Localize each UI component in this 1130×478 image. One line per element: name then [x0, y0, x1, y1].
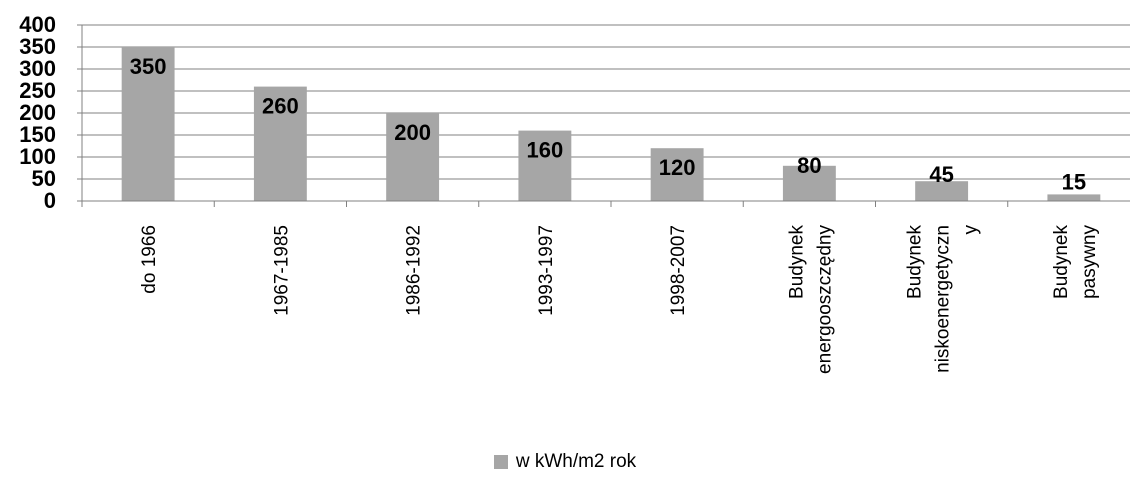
x-tick-label: 1967-1985	[271, 225, 292, 316]
x-tick-label-line: Budynek	[905, 225, 926, 299]
y-tick-label: 400	[19, 12, 56, 37]
x-tick-label: 1986-1992	[404, 225, 425, 316]
legend-label: w kWh/m2 rok	[515, 451, 637, 472]
y-tick-label: 150	[19, 122, 56, 147]
bar	[253, 86, 307, 201]
x-tick-label: Budynek pasywny	[1051, 225, 1100, 299]
x-tick-label-line: 1986-1992	[404, 225, 425, 316]
data-labels: 350 260 200 160 120 80 45 15	[130, 54, 1086, 194]
x-tick-label: Budynek energooszczędny	[786, 225, 835, 374]
y-tick-label: 200	[19, 100, 56, 125]
y-tick-label: 250	[19, 78, 56, 103]
x-tick-label-line: 1998-2007	[668, 225, 689, 316]
x-tick-label: 1993-1997	[536, 225, 557, 316]
x-tick-label-line: y	[961, 225, 982, 235]
data-label: 200	[394, 120, 431, 145]
bar	[915, 181, 969, 201]
y-tick-label: 350	[19, 34, 56, 59]
bar	[1047, 194, 1101, 201]
x-tick-label: 1998-2007	[668, 225, 689, 316]
bar	[518, 130, 572, 201]
x-tick-label-line: energooszczędny	[814, 225, 835, 374]
bar	[121, 47, 175, 201]
bar	[650, 148, 704, 201]
x-tick-label-line: pasywny	[1079, 225, 1100, 299]
bar	[782, 165, 836, 201]
x-tick-label: do 1966	[139, 225, 160, 294]
bars	[121, 47, 1101, 201]
legend: w kWh/m2 rok	[0, 451, 1130, 473]
x-tick-label-line: 1967-1985	[271, 225, 292, 316]
legend-swatch	[493, 455, 508, 469]
data-label: 45	[929, 162, 953, 187]
data-label: 260	[262, 94, 299, 119]
y-tick-label: 50	[32, 166, 56, 191]
x-tick-label-line: Budynek	[786, 225, 807, 299]
data-label: 15	[1062, 169, 1086, 194]
x-tick-label: Budynek niskoenergetyczn y	[905, 225, 982, 373]
data-label: 160	[527, 138, 564, 163]
y-tick-label: 0	[44, 188, 56, 213]
data-label: 80	[797, 153, 821, 178]
x-tick-label-line: do 1966	[139, 225, 160, 294]
y-tick-label: 300	[19, 56, 56, 81]
x-tick-label-line: niskoenergetyczn	[933, 225, 954, 373]
bar	[386, 113, 440, 201]
x-tick-label-line: 1993-1997	[536, 225, 557, 316]
y-tick-label: 100	[19, 144, 56, 169]
grid-lines	[82, 24, 1130, 180]
x-axis	[81, 200, 1130, 207]
x-tick-label-line: Budynek	[1051, 225, 1072, 299]
data-label: 350	[130, 54, 167, 79]
data-label: 120	[659, 155, 696, 180]
x-tick-labels: do 1966 1967-1985 1986-1992 1993-1997 1998-2…	[139, 225, 1100, 374]
